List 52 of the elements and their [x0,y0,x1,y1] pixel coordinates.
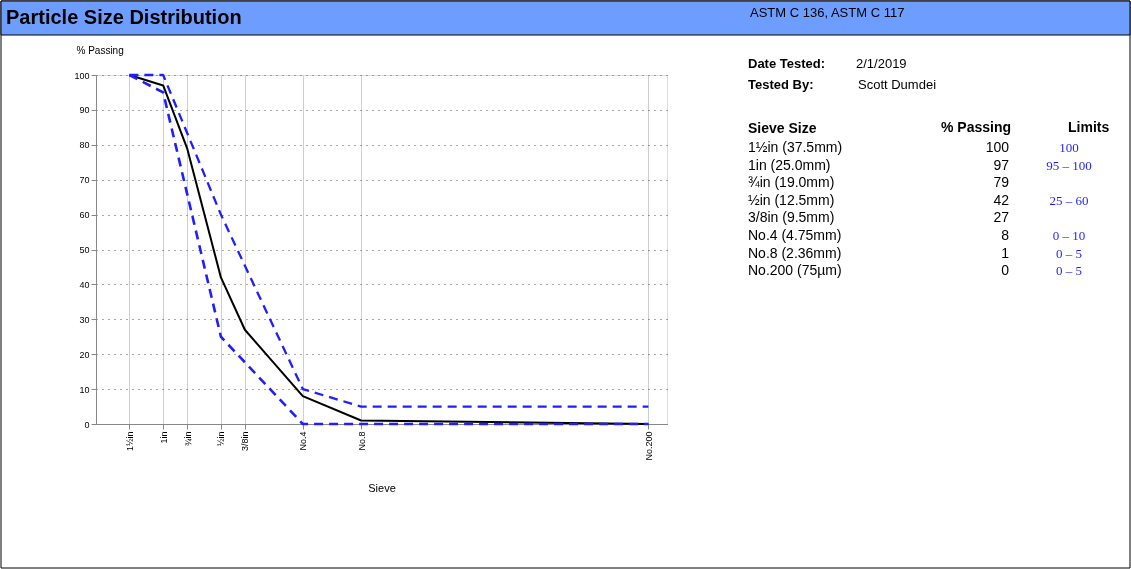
x-tick-label: No.200 [643,431,654,461]
x-tick-label: 3/8in [240,431,251,452]
text: 79 [993,174,1010,191]
text: 97 [993,156,1010,173]
text: 1 [1001,244,1010,261]
y-tick-label: 80 [79,140,90,151]
x-axis-title: Sieve [368,481,396,494]
x-tick-label: No.4 [298,431,309,451]
text: 1in (25.0mm) [748,156,831,173]
y-tick-label: 20 [79,349,90,360]
text: Limits [1068,119,1110,135]
text: 100 [985,139,1010,155]
chart-title: Particle Size Distribution [6,6,242,28]
text: 0 – 10 [1052,228,1086,243]
y-tick-label: 30 [79,314,90,325]
y-tick-label: 90 [79,105,90,116]
x-tick-label: No.8 [356,431,367,451]
text: No.200 (75µm) [748,262,842,279]
text: 100 [1059,140,1079,155]
y-tick-label: 10 [79,384,90,395]
text: % Passing [940,119,1011,135]
text: 0 – 5 [1056,245,1082,261]
text: 25 – 60 [1049,192,1089,208]
y-axis-title: % Passing [76,44,124,56]
text: Sieve Size [748,120,817,136]
text: No.4 (4.75mm) [748,227,842,243]
y-tick-label: 50 [79,245,90,255]
text: 27 [993,209,1010,226]
text: ½in (12.5mm) [748,191,835,208]
text: Scott Dumdei [858,77,937,92]
y-tick-label: 60 [79,210,90,221]
x-tick-label: ½in [216,431,227,447]
text: 0 [1001,262,1010,279]
text: ¾in (19.0mm) [748,174,835,191]
x-tick-label: 1½in [124,431,135,452]
y-tick-label: 0 [84,419,90,430]
x-tick-label: 1in [158,431,169,444]
text: Date Tested: [748,56,826,71]
text: 8 [1001,227,1010,243]
text: 1½in (37.5mm) [748,139,843,155]
text: 95 – 100 [1046,157,1092,173]
text: 42 [993,191,1010,208]
x-tick-label: ¾in [182,431,193,447]
text: ASTM C 136, ASTM C 117 [750,5,905,20]
text: No.8 (2.36mm) [748,244,842,261]
text: 3/8in (9.5mm) [748,209,835,226]
text: 0 – 5 [1056,263,1082,279]
text: 2/1/2019 [856,56,907,71]
y-tick-label: 40 [79,279,90,290]
y-tick-label: 70 [79,175,90,186]
text: Tested By: [748,77,814,92]
y-tick-label: 100 [74,70,90,81]
